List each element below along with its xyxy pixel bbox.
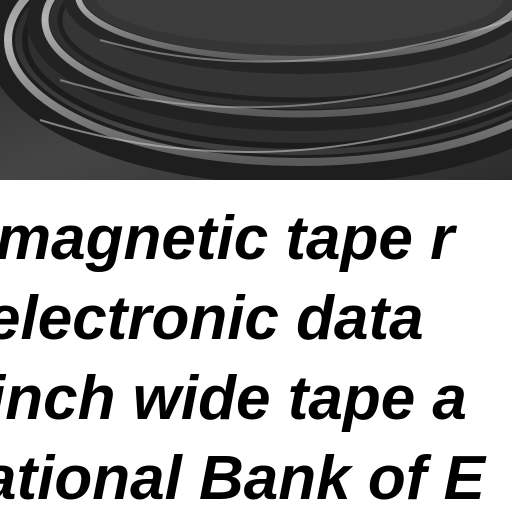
caption-text-block: magnetic tape r electronic data inch wid… (0, 180, 512, 512)
caption-line-2: electronic data (0, 284, 424, 353)
caption-line-1: magnetic tape r (0, 204, 455, 273)
tape-reels-photo (0, 0, 512, 180)
caption-line-4: ational Bank of E (0, 444, 485, 512)
caption-line-3: inch wide tape a (0, 364, 467, 433)
